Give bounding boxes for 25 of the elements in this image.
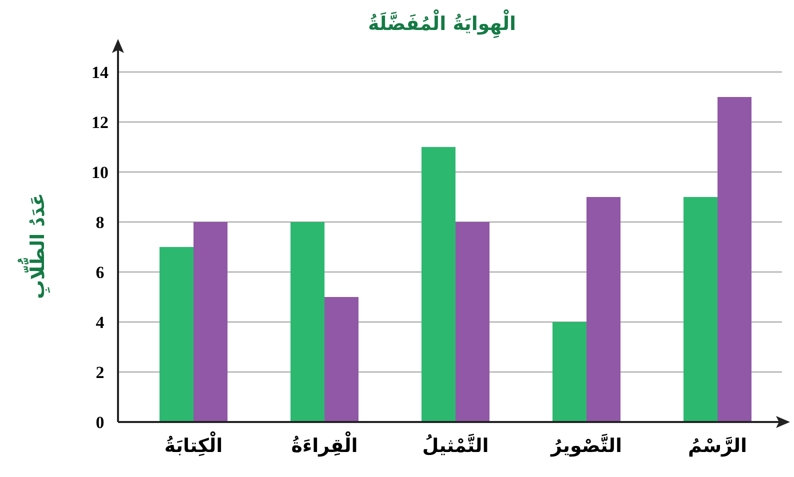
bar	[684, 197, 718, 422]
y-tick-label: 6	[96, 263, 104, 282]
y-tick-label: 2	[96, 363, 104, 382]
bar	[290, 222, 324, 422]
bar	[324, 297, 358, 422]
bar	[194, 222, 228, 422]
chart-title: الْهِوايَةُ الْمُفَضَّلَةُ	[368, 8, 516, 39]
bar	[422, 147, 456, 422]
bar	[160, 247, 194, 422]
y-tick-label: 14	[92, 63, 109, 82]
bar	[718, 97, 752, 422]
y-tick-label: 0	[96, 413, 104, 432]
y-tick-label: 4	[96, 313, 105, 332]
y-tick-label: 10	[92, 163, 108, 182]
x-tick-label: الرَّسْمُ	[688, 435, 748, 457]
x-tick-label: التَّصْويرُ	[550, 433, 622, 457]
x-tick-label: الْكِتابَةُ	[164, 430, 223, 457]
y-axis-title: عَدَدُ الطُّلّابِ	[16, 193, 50, 299]
y-tick-label: 12	[92, 113, 108, 132]
bar	[586, 197, 620, 422]
x-tick-label: التَّمْثيلُ	[422, 433, 489, 457]
x-tick-label: الْقِراءَةُ	[291, 430, 358, 457]
bar	[456, 222, 490, 422]
y-tick-label: 8	[96, 213, 104, 232]
bar	[552, 322, 586, 422]
